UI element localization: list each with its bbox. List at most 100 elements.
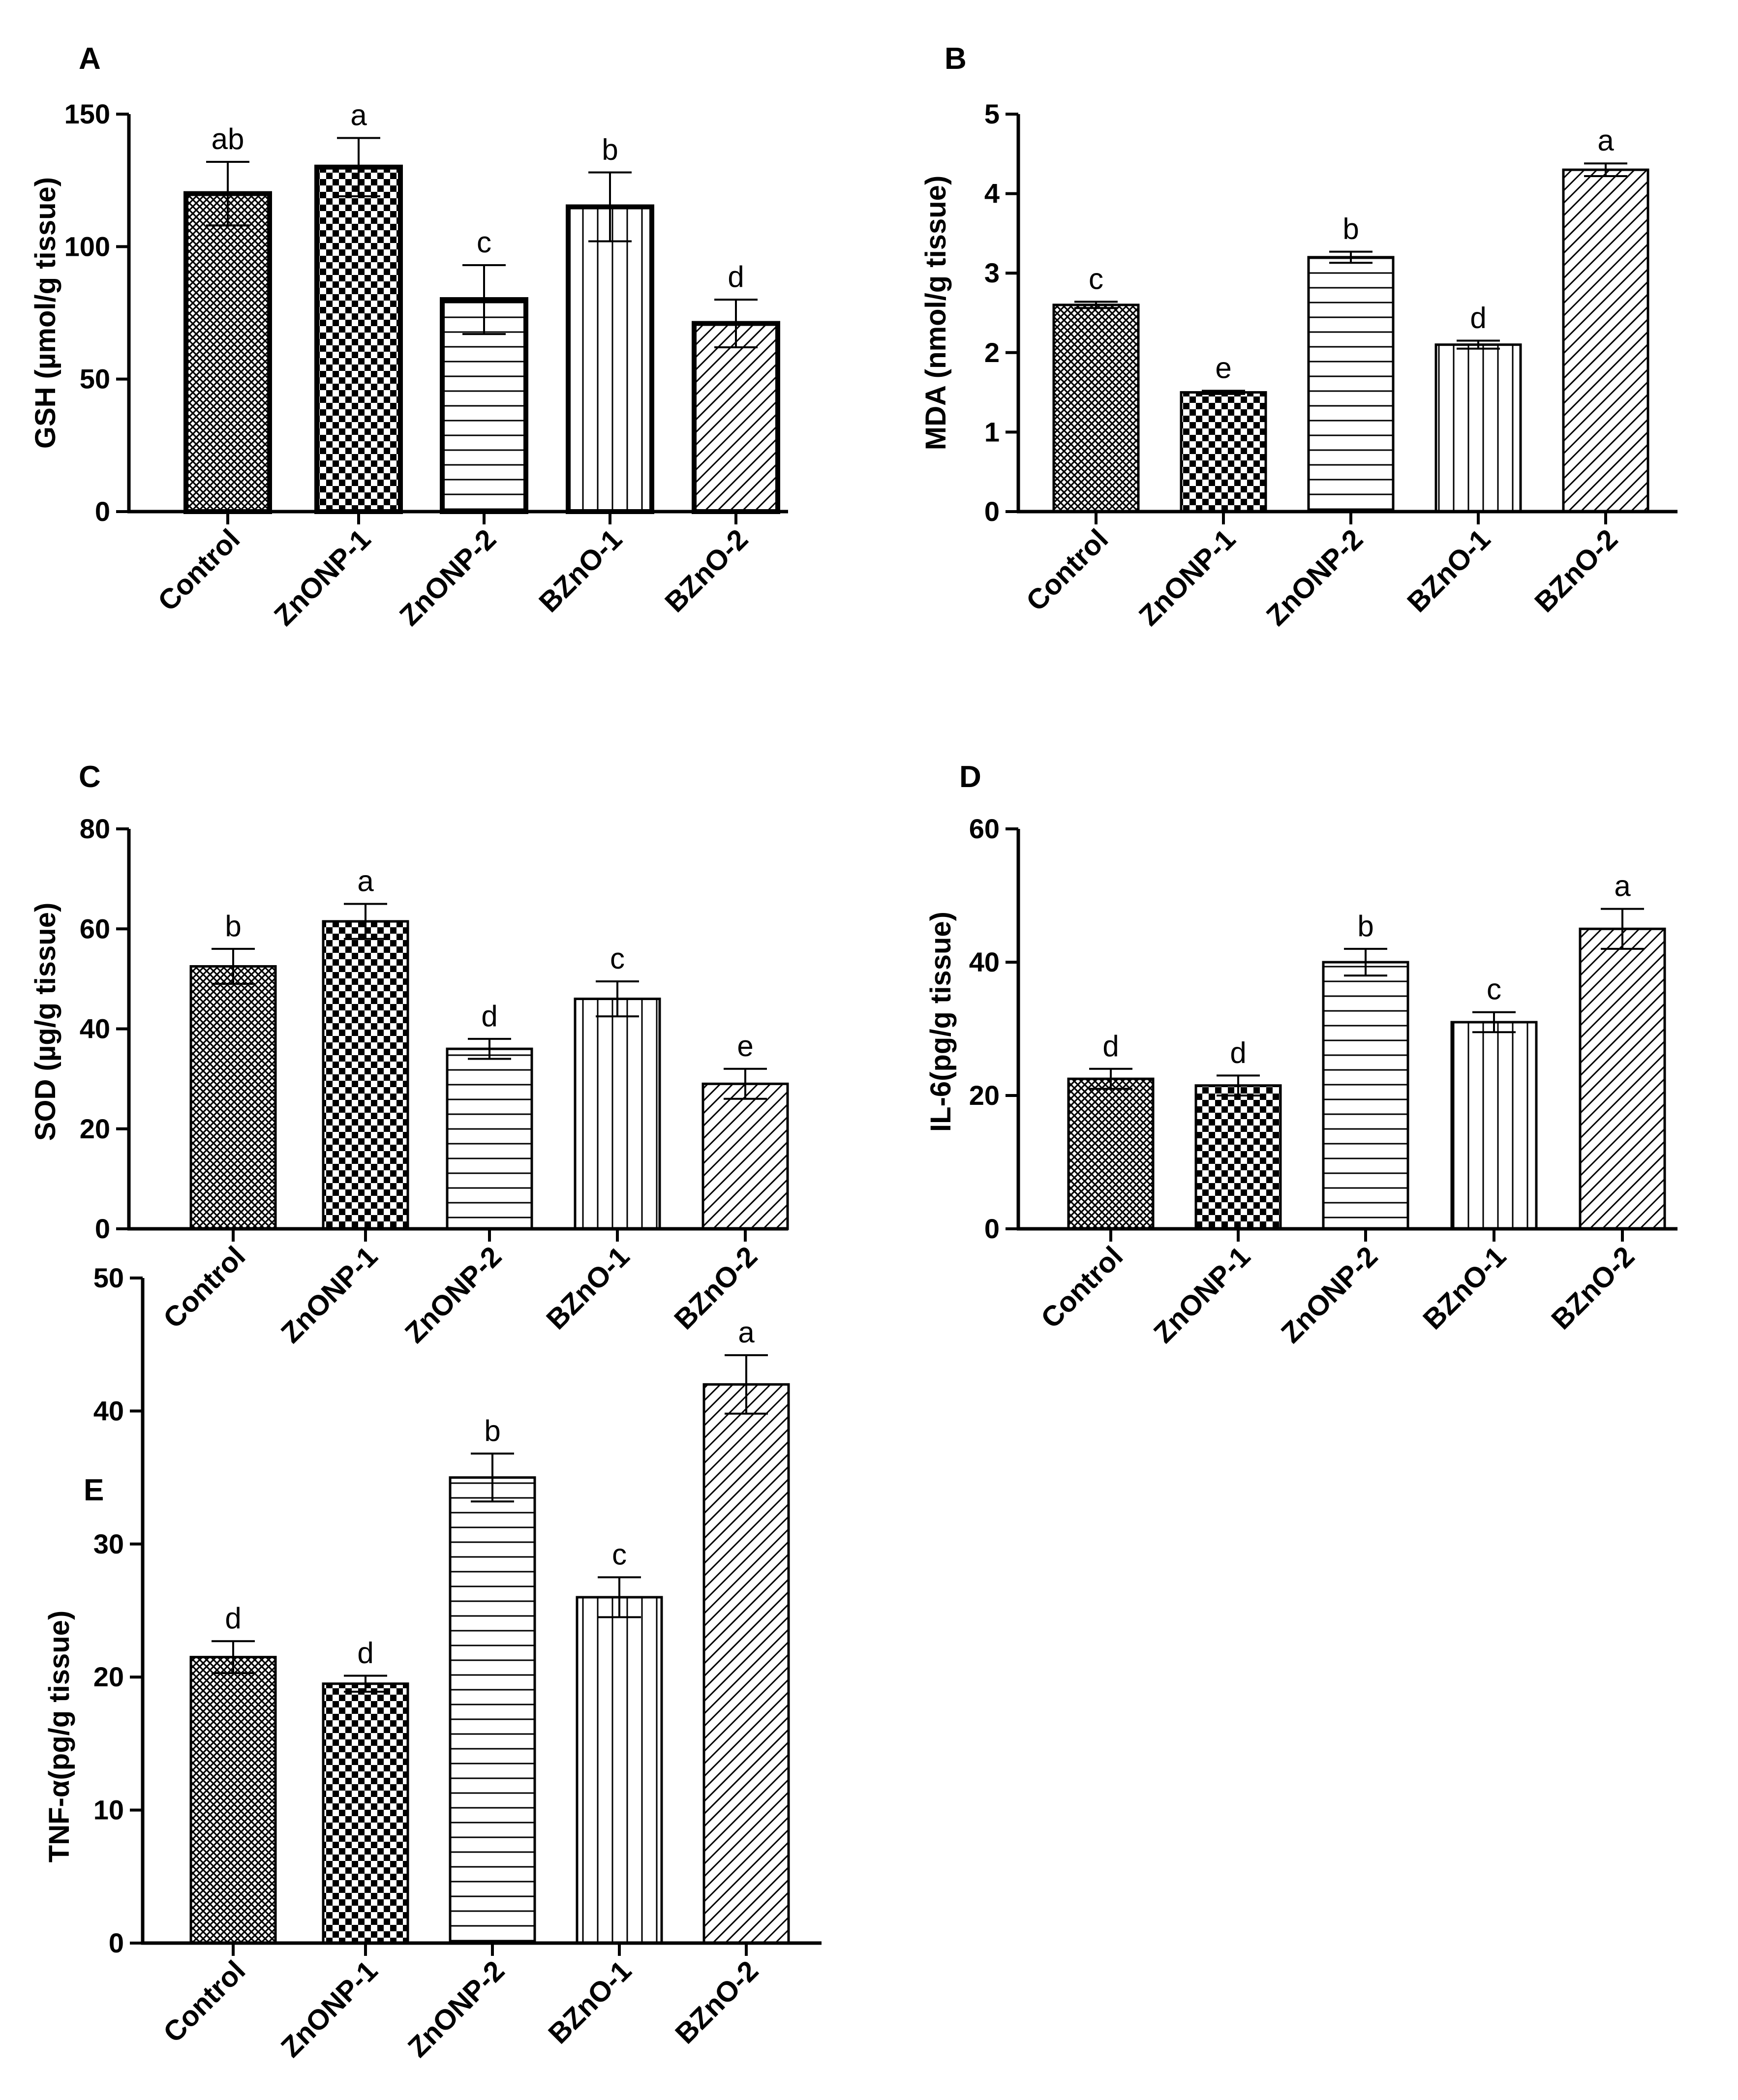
significance-labels-b: c e b d a (1089, 124, 1614, 384)
x-category-label: BZnO-1 (542, 1954, 638, 2050)
bar-bzno-2 (701, 1082, 789, 1230)
bar-znonp-1 (1194, 1084, 1282, 1230)
significance-letter: d (357, 1636, 373, 1669)
y-tick-label: 50 (80, 364, 110, 395)
chart-panel-c: C SOD (µg/g tissue) 0 20 40 60 80 b a d c e Cont… (30, 760, 789, 1349)
y-tick-label: 100 (64, 231, 110, 262)
x-ticks-b: Control ZnONP-1 ZnONP-2 BZnO-1 BZnO-2 (1020, 512, 1624, 632)
x-category-label: BZnO-2 (669, 1954, 764, 2050)
y-tick-label: 80 (80, 813, 110, 844)
x-category-label: BZnO-1 (1401, 523, 1496, 618)
x-category-label: ZnONP-1 (1148, 1240, 1256, 1349)
x-category-label: BZnO-2 (1545, 1240, 1641, 1336)
y-tick-label: 40 (969, 946, 1000, 977)
y-tick-label: 1 (984, 416, 1000, 447)
y-axis-title-c: SOD (µg/g tissue) (30, 903, 61, 1141)
bar-bzno-1 (574, 998, 661, 1230)
bar-znonp-1 (1180, 391, 1267, 513)
bars-b (1052, 168, 1649, 513)
significance-labels-d: d d b c a (1102, 870, 1631, 1069)
error-bars-b (1074, 162, 1627, 395)
axes-e (141, 1278, 822, 1945)
y-ticks-a: 0 50 100 150 (64, 98, 129, 527)
x-category-label: ZnONP-1 (268, 523, 377, 632)
x-category-label: ZnONP-2 (394, 523, 502, 632)
significance-letter: d (225, 1602, 241, 1635)
bar-bzno-1 (1434, 343, 1522, 513)
y-tick-label: 0 (984, 1213, 1000, 1244)
significance-letter: d (1470, 302, 1486, 335)
significance-letter: a (350, 98, 367, 131)
y-ticks-d: 0 20 40 60 (969, 813, 1018, 1244)
significance-letter: e (737, 1030, 753, 1063)
error-bars-e (212, 1354, 768, 1693)
y-tick-label: 30 (93, 1528, 124, 1559)
y-tick-label: 60 (80, 913, 110, 944)
bar-znonp-2 (446, 1047, 533, 1230)
significance-letter: b (225, 910, 241, 943)
chart-panel-d: D IL-6(pg/g tissue) 0 20 40 60 d d b c a Contro… (925, 760, 1677, 1349)
y-tick-label: 50 (93, 1262, 124, 1293)
bars-c (189, 920, 789, 1230)
panel-label-b: B (945, 42, 967, 76)
error-bars-c (212, 903, 767, 1100)
significance-labels-c: b a d c e (225, 864, 753, 1062)
axes-b (1016, 114, 1677, 514)
significance-letter: d (481, 1000, 497, 1033)
significance-letter: d (1230, 1036, 1246, 1069)
bar-znonp-1 (314, 164, 403, 514)
significance-letter: b (1342, 213, 1359, 245)
significance-letter: c (477, 226, 491, 259)
axes-c (127, 829, 788, 1231)
y-axis-title-e: TNF-α(pg/g tissue) (43, 1611, 75, 1862)
bar-control (183, 191, 272, 515)
bar-control (1067, 1077, 1155, 1230)
x-category-label: Control (1035, 1240, 1129, 1335)
x-category-label: ZnONP-1 (275, 1240, 384, 1349)
y-axis-title-a: GSH (µmol/g tissue) (30, 177, 61, 449)
y-tick-label: 40 (80, 1013, 110, 1044)
panel-label-e: E (84, 1473, 104, 1507)
bars-d (1067, 927, 1666, 1230)
panel-label-a: A (79, 42, 101, 76)
y-axis-title-d: IL-6(pg/g tissue) (925, 912, 957, 1132)
x-category-label: Control (157, 1240, 251, 1335)
y-tick-label: 2 (984, 337, 1000, 368)
chart-panel-b: B MDA (nmol/g tissue) 0 1 2 3 4 5 c e b d a Contr… (920, 42, 1677, 632)
significance-letter: b (602, 133, 618, 166)
bar-bzno-2 (1579, 927, 1666, 1230)
y-axis-title-b: MDA (nmol/g tissue) (920, 176, 952, 451)
significance-labels-a: ab a c b d (212, 98, 744, 293)
y-tick-label: 10 (93, 1795, 124, 1826)
x-category-label: BZnO-1 (540, 1240, 636, 1336)
significance-labels-e: d d b c a (225, 1316, 755, 1670)
axes-d (1016, 829, 1677, 1231)
bar-control (189, 965, 277, 1230)
bar-znonp-1 (322, 920, 409, 1230)
significance-letter: c (610, 942, 625, 975)
significance-letter: a (1597, 124, 1614, 157)
bar-bzno-1 (1450, 1021, 1538, 1230)
y-tick-label: 0 (95, 1213, 110, 1244)
significance-letter: c (1487, 973, 1501, 1006)
bar-bzno-1 (566, 204, 654, 514)
x-category-label: ZnONP-2 (399, 1240, 508, 1349)
x-category-label: ZnONP-1 (1133, 523, 1242, 632)
x-category-label: Control (152, 523, 246, 617)
x-ticks-d: Control ZnONP-1 ZnONP-2 BZnO-1 BZnO-2 (1035, 1229, 1641, 1349)
bar-bzno-1 (576, 1596, 663, 1945)
y-tick-label: 0 (984, 496, 1000, 527)
y-ticks-b: 0 1 2 3 4 5 (984, 98, 1018, 527)
y-tick-label: 60 (969, 813, 1000, 844)
significance-letter: d (1102, 1030, 1119, 1063)
y-tick-label: 150 (64, 98, 110, 129)
y-ticks-e: 0 10 20 30 40 50 (93, 1262, 143, 1958)
panel-label-c: C (79, 760, 101, 794)
x-category-label: BZnO-2 (659, 523, 754, 618)
significance-letter: b (1357, 910, 1373, 943)
significance-letter: c (1089, 262, 1103, 295)
bar-bzno-2 (692, 321, 780, 515)
bar-znonp-2 (1322, 961, 1409, 1230)
y-tick-label: 5 (984, 98, 1000, 129)
significance-letter: b (484, 1414, 500, 1447)
